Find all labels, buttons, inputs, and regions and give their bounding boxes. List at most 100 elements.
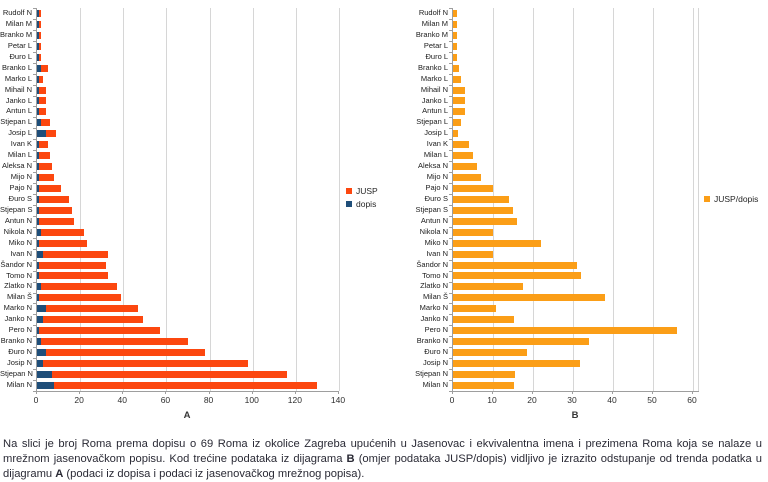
bar-group xyxy=(453,31,699,39)
category-tick-mark xyxy=(33,172,37,174)
axis-title: B xyxy=(571,410,579,421)
bar-jusp-dopis xyxy=(453,272,581,280)
bar-jusp xyxy=(39,42,42,50)
category-tick-mark xyxy=(449,62,453,64)
category-label: Antun N xyxy=(4,215,32,225)
x-tick-label: 0 xyxy=(33,395,39,405)
bar-row xyxy=(37,292,339,303)
category-tick-mark xyxy=(449,194,453,196)
category-tick-mark xyxy=(449,270,453,272)
category-label: Rudolf N xyxy=(418,8,448,17)
bar-group xyxy=(453,327,699,335)
category-label: Pero N xyxy=(8,325,32,335)
bar-jusp xyxy=(39,327,160,335)
bar-jusp-dopis xyxy=(453,184,493,192)
category-label: Zlatko N xyxy=(420,281,448,291)
bar-dopis xyxy=(37,53,40,61)
category-tick-mark xyxy=(33,40,37,42)
bar-group xyxy=(37,184,339,192)
gridline xyxy=(166,8,168,391)
bar-row xyxy=(453,194,699,205)
bar-jusp xyxy=(39,97,46,105)
bar-row xyxy=(37,8,339,19)
bar-row xyxy=(37,106,339,117)
category-label: Tomo N xyxy=(422,270,448,280)
x-tick-mark xyxy=(251,391,253,394)
x-tick-label: 30 xyxy=(567,395,577,405)
category-tick-mark xyxy=(33,369,37,371)
category-tick-mark xyxy=(33,117,37,119)
bar-group xyxy=(37,97,339,105)
category-tick-mark xyxy=(449,248,453,250)
bar-group xyxy=(37,31,339,39)
bar-dopis xyxy=(37,261,40,269)
category-tick-mark xyxy=(33,292,37,294)
x-tick-mark xyxy=(165,391,167,394)
gridline xyxy=(295,8,297,391)
category-label: Marko L xyxy=(4,73,32,83)
x-tick-label: 60 xyxy=(687,395,697,405)
category-label: Stjepan S xyxy=(0,204,33,214)
category-label: Milan M xyxy=(5,18,32,28)
category-label: Milan N xyxy=(422,379,448,389)
category-tick-mark xyxy=(449,150,453,152)
category-label: Mihail N xyxy=(420,84,448,94)
bar-jusp xyxy=(39,53,42,61)
bar-jusp xyxy=(41,119,50,127)
bar-jusp-dopis xyxy=(453,206,513,214)
bar-jusp xyxy=(52,370,288,378)
bar-group xyxy=(453,359,699,367)
category-label: Šandor N xyxy=(416,259,448,269)
category-tick-mark xyxy=(33,95,37,97)
category-tick-mark xyxy=(33,194,37,196)
bar-row xyxy=(37,347,339,358)
bar-group xyxy=(453,86,699,94)
bar-row xyxy=(453,281,699,292)
category-tick-mark xyxy=(449,18,453,20)
bar-row xyxy=(453,128,699,139)
bar-dopis xyxy=(37,86,40,94)
bar-group xyxy=(453,20,699,28)
x-tick-mark xyxy=(652,391,653,394)
bar-jusp-dopis xyxy=(453,20,457,28)
category-label: Josip L xyxy=(424,128,448,138)
legend-label: JUSP xyxy=(356,185,378,196)
bar-group xyxy=(453,130,699,138)
bar-jusp xyxy=(41,64,48,72)
x-tick-mark xyxy=(36,391,37,394)
bar-row xyxy=(37,314,339,325)
bar-jusp-dopis xyxy=(453,108,465,116)
category-label: Janko L xyxy=(421,95,448,105)
category-label: Milan N xyxy=(6,379,32,389)
bar-jusp-dopis xyxy=(453,327,677,335)
bar-jusp xyxy=(39,239,87,247)
bar-row xyxy=(37,172,339,183)
bar-row xyxy=(37,96,339,107)
category-tick-mark xyxy=(33,391,37,392)
bar-jusp xyxy=(39,75,44,83)
bar-row xyxy=(453,314,699,325)
category-label: Šandor N xyxy=(0,259,32,269)
category-label: Petar L xyxy=(7,40,32,50)
bar-row xyxy=(453,52,699,63)
x-tick-mark xyxy=(452,391,453,394)
bar-row xyxy=(37,325,339,336)
bar-row xyxy=(453,227,699,238)
category-tick-mark xyxy=(33,29,37,31)
caption-diagram-a-ref: A xyxy=(55,468,64,480)
x-axis: 0 20 40 60 80 100 120 140 A xyxy=(33,391,345,427)
category-tick-mark xyxy=(33,18,37,20)
bar-group xyxy=(453,283,699,291)
category-tick-mark xyxy=(33,303,37,305)
category-tick-mark xyxy=(449,237,453,239)
bar-group xyxy=(37,130,339,138)
bar-dopis xyxy=(37,20,40,28)
category-tick-mark xyxy=(33,336,37,338)
bar-row xyxy=(453,96,699,107)
category-label: Ivan K xyxy=(10,139,32,149)
bar-row xyxy=(453,336,699,347)
category-label: Rudolf N xyxy=(2,8,32,17)
category-label: Stjepan L xyxy=(416,117,448,127)
bar-jusp-dopis xyxy=(453,305,496,313)
category-label: Marko L xyxy=(420,73,448,83)
